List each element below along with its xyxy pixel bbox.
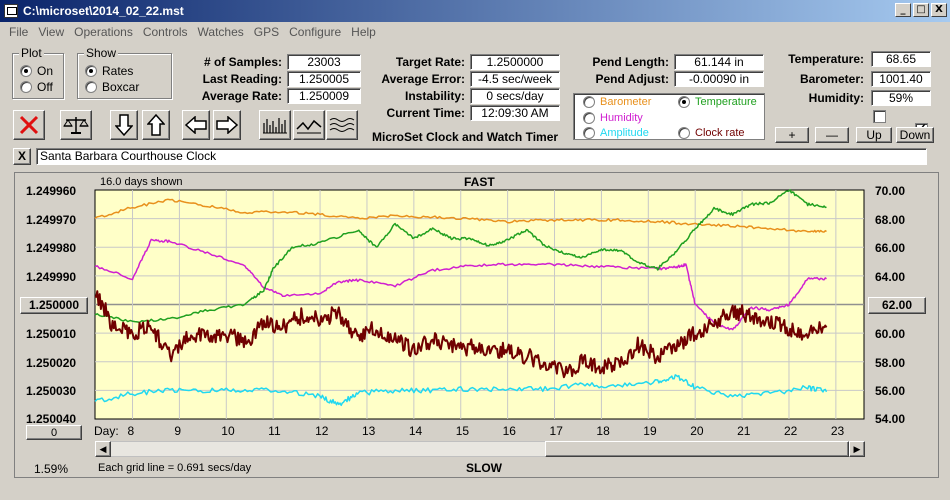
- x-tick-label: 15: [456, 424, 469, 438]
- right-tick-5: 60.00: [875, 327, 905, 341]
- x-tick-label: 8: [128, 424, 135, 438]
- slow-label: SLOW: [466, 461, 502, 475]
- grid-note: Each grid line = 0.691 secs/day: [98, 462, 251, 474]
- x-tick-label: 20: [690, 424, 703, 438]
- day-axis-label: Day:: [94, 424, 119, 438]
- scroll-left-icon: ◀: [100, 444, 107, 455]
- left-tick-2: 1.249980: [26, 241, 76, 255]
- x-tick-label: 19: [643, 424, 656, 438]
- left-tick-8: 1.250040: [26, 412, 76, 426]
- x-tick-label: 10: [221, 424, 234, 438]
- x-tick-label: 23: [831, 424, 844, 438]
- scroll-thumb[interactable]: [545, 441, 849, 457]
- right-tick-3: 64.00: [875, 270, 905, 284]
- scroll-left-button[interactable]: ◀: [95, 441, 111, 457]
- right-tick-2: 66.00: [875, 241, 905, 255]
- center-rate-button[interactable]: 1.250000: [20, 297, 88, 314]
- left-tick-0: 1.249960: [26, 184, 76, 198]
- x-tick-label: 18: [596, 424, 609, 438]
- left-tick-3: 1.249990: [26, 270, 76, 284]
- x-tick-label: 9: [174, 424, 181, 438]
- left-tick-7: 1.250030: [26, 384, 76, 398]
- x-tick-label: 12: [315, 424, 328, 438]
- x-tick-label: 14: [409, 424, 422, 438]
- x-tick-label: 11: [268, 424, 280, 438]
- x-tick-label: 17: [550, 424, 563, 438]
- right-tick-8: 54.00: [875, 412, 905, 426]
- percent-label: 1.59%: [34, 462, 68, 476]
- x-tick-label: 13: [362, 424, 375, 438]
- scroll-right-button[interactable]: ▶: [849, 441, 865, 457]
- scroll-value-box[interactable]: 0: [26, 425, 82, 440]
- x-tick-label: 22: [784, 424, 797, 438]
- left-tick-6: 1.250020: [26, 356, 76, 370]
- center-temp-button[interactable]: 62.00: [868, 297, 926, 314]
- left-tick-5: 1.250010: [26, 327, 76, 341]
- scroll-right-icon: ▶: [854, 444, 861, 455]
- right-tick-7: 56.00: [875, 384, 905, 398]
- right-tick-6: 58.00: [875, 356, 905, 370]
- right-tick-0: 70.00: [875, 184, 905, 198]
- x-tick-label: 21: [737, 424, 750, 438]
- right-tick-1: 68.00: [875, 213, 905, 227]
- left-tick-1: 1.249970: [26, 213, 76, 227]
- x-tick-label: 16: [503, 424, 516, 438]
